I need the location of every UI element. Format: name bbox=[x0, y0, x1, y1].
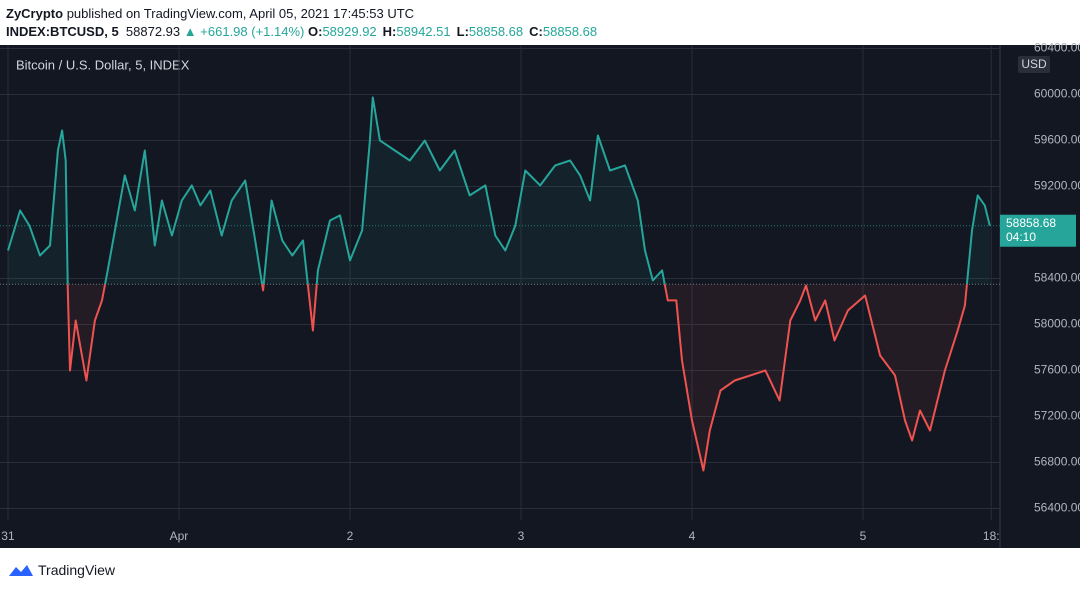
legend: Bitcoin / U.S. Dollar, 5, INDEX bbox=[16, 57, 190, 72]
ohlc-value: 58942.51 bbox=[396, 24, 451, 39]
ohlc-label: C: bbox=[529, 24, 543, 39]
up-arrow: ▲ bbox=[183, 24, 197, 39]
x-tick-label: 18: bbox=[983, 529, 1000, 543]
x-tick-label: 3 bbox=[518, 529, 525, 543]
x-tick-label: 31 bbox=[1, 529, 15, 543]
x-tick-label: 5 bbox=[860, 529, 867, 543]
ohlc-label: H: bbox=[382, 24, 397, 39]
y-tick-label: 57600.00 bbox=[1034, 363, 1080, 377]
currency: USD bbox=[1021, 57, 1047, 71]
y-tick-label: 56800.00 bbox=[1034, 455, 1080, 469]
ohlc-value: 58858.68 bbox=[542, 24, 598, 39]
area-above bbox=[8, 97, 990, 285]
logo bbox=[9, 565, 33, 576]
area-below bbox=[67, 284, 967, 471]
ohlc-value: 58858.68 bbox=[468, 24, 524, 39]
y-tick-label: 60000.00 bbox=[1034, 87, 1080, 101]
line-above bbox=[7, 96, 991, 285]
x-tick-label: 4 bbox=[689, 529, 696, 543]
y-tick-label: 56400.00 bbox=[1034, 501, 1080, 515]
header: ZyCrypto published on TradingView.com, A… bbox=[6, 5, 603, 41]
chart-background bbox=[0, 45, 1080, 548]
brand: TradingView bbox=[38, 562, 116, 578]
ohlc-label: L: bbox=[456, 24, 469, 39]
last-price-box bbox=[1000, 214, 1076, 247]
symbol: INDEX:BTCUSD, 5 bbox=[6, 24, 119, 39]
last-price-label: 58858.68 bbox=[1006, 216, 1056, 230]
line-below bbox=[66, 284, 968, 472]
quote-line: INDEX:BTCUSD, 5 58872.93 ▲ +661.98 (+1.1… bbox=[6, 23, 603, 41]
y-tick-label: 60400.00 bbox=[1034, 41, 1080, 55]
footer: TradingView bbox=[8, 562, 115, 578]
ohlc-label: O: bbox=[307, 24, 323, 39]
y-tick-label: 59200.00 bbox=[1034, 179, 1080, 193]
x-tick-label: Apr bbox=[170, 529, 189, 543]
author: ZyCrypto bbox=[6, 6, 64, 21]
y-tick-label: 58000.00 bbox=[1034, 317, 1080, 331]
ohlc-value: 58929.92 bbox=[322, 24, 377, 39]
publish-line: ZyCrypto published on TradingView.com, A… bbox=[6, 5, 603, 23]
change: +661.98 (+1.14%) bbox=[200, 24, 305, 39]
currency-box bbox=[1018, 56, 1050, 73]
countdown: 04:10 bbox=[1006, 230, 1036, 244]
y-tick-label: 58400.00 bbox=[1034, 271, 1080, 285]
x-tick-label: 2 bbox=[347, 529, 354, 543]
y-tick-label: 59600.00 bbox=[1034, 133, 1080, 147]
published: published on TradingView.com, April 05, … bbox=[66, 6, 415, 21]
last: 58872.93 bbox=[125, 24, 181, 39]
y-tick-label: 57200.00 bbox=[1034, 409, 1080, 423]
